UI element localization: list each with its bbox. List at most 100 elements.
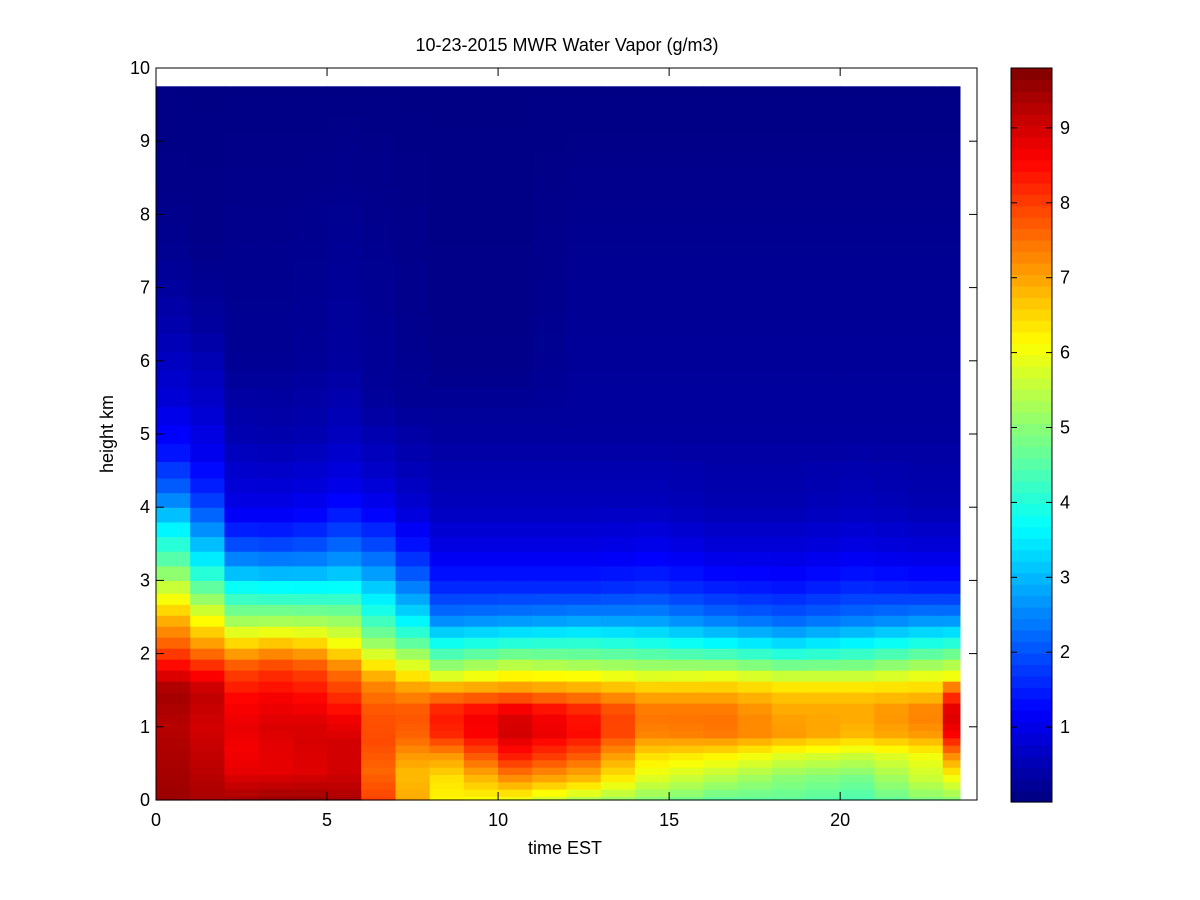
heatmap-cell <box>737 150 773 170</box>
colorbar-tick-label: 4 <box>1060 492 1070 512</box>
heatmap-cell <box>190 477 226 494</box>
heatmap-cell <box>361 604 397 616</box>
heatmap-cell <box>566 713 602 724</box>
heatmap-cell <box>703 789 739 797</box>
heatmap-cell <box>600 759 636 768</box>
heatmap-cell <box>532 351 568 371</box>
heatmap-cell <box>292 637 328 649</box>
heatmap-cell <box>361 369 397 389</box>
heatmap-cell <box>805 659 841 671</box>
heatmap-cell <box>327 759 362 768</box>
colorbar-segment <box>1011 331 1052 344</box>
heatmap-cell <box>703 443 739 463</box>
heatmap-cell <box>634 593 670 605</box>
heatmap-cell <box>840 333 875 353</box>
heatmap-cell <box>361 388 397 408</box>
heatmap-cell <box>224 659 260 671</box>
heatmap-cell <box>737 132 773 151</box>
heatmap-cell <box>463 781 499 790</box>
heatmap-cell <box>156 86 191 97</box>
heatmap-cell <box>429 580 465 594</box>
heatmap-cell <box>566 388 602 408</box>
heatmap-cell <box>156 604 191 616</box>
heatmap-cell <box>498 681 533 693</box>
heatmap-cell <box>190 565 226 581</box>
heatmap-cell <box>190 730 226 739</box>
heatmap-cell <box>395 781 431 790</box>
colorbar-segment <box>1011 538 1052 551</box>
colorbar-segment <box>1011 182 1052 195</box>
heatmap-cell <box>224 615 260 627</box>
heatmap-cell <box>327 296 362 316</box>
heatmap-cell <box>600 580 636 594</box>
heatmap-cell <box>156 730 191 739</box>
heatmap-cell <box>942 670 961 682</box>
heatmap-cell <box>566 351 602 371</box>
heatmap-cell <box>258 443 294 463</box>
heatmap-cell <box>840 461 875 479</box>
heatmap-cell <box>361 205 397 225</box>
heatmap-cell <box>771 443 807 463</box>
heatmap-cell <box>429 615 465 627</box>
heatmap-cell <box>771 315 807 334</box>
heatmap-cell <box>600 186 636 206</box>
heatmap-cell <box>429 781 465 790</box>
heatmap-cell <box>429 681 465 693</box>
heatmap-cell <box>805 406 841 426</box>
heatmap-cell <box>840 536 875 552</box>
heatmap-cell <box>942 223 961 243</box>
heatmap-cell <box>429 593 465 605</box>
heatmap-cell <box>737 351 773 371</box>
heatmap-cell <box>156 759 191 768</box>
colorbar-segment <box>1011 102 1052 115</box>
heatmap-cell <box>703 796 739 801</box>
heatmap-cell <box>600 492 636 508</box>
heatmap-cell <box>361 670 397 682</box>
heatmap-cell <box>327 670 362 682</box>
heatmap-cell <box>292 713 328 724</box>
heatmap-cell <box>942 626 961 638</box>
heatmap-cell <box>156 692 191 704</box>
heatmap-cell <box>737 186 773 206</box>
heatmap-cell <box>669 315 704 334</box>
heatmap-cell <box>669 752 704 761</box>
heatmap-cell <box>532 759 568 768</box>
heatmap-cell <box>908 796 944 801</box>
heatmap-cell <box>737 745 773 754</box>
heatmap-cell <box>908 752 944 761</box>
heatmap-cell <box>361 713 397 724</box>
heatmap-cell <box>600 278 636 298</box>
x-tick-label: 20 <box>830 810 850 830</box>
heatmap-cell <box>463 759 499 768</box>
heatmap-cell <box>190 767 226 775</box>
heatmap-cell <box>566 767 602 775</box>
heatmap-cell <box>771 113 807 133</box>
colorbar-segment <box>1011 125 1052 138</box>
heatmap-cell <box>703 95 739 115</box>
heatmap-cell <box>737 461 773 479</box>
heatmap-cell <box>463 752 499 761</box>
heatmap-cell <box>395 659 431 671</box>
heatmap-cell <box>908 95 944 115</box>
heatmap-cell <box>600 388 636 408</box>
heatmap-cell <box>908 150 944 170</box>
heatmap-cell <box>805 477 841 494</box>
heatmap-cell <box>429 369 465 389</box>
heatmap-cell <box>429 551 465 567</box>
colorbar-segment <box>1011 549 1052 562</box>
heatmap-cell <box>292 767 328 775</box>
heatmap-cell <box>224 186 260 206</box>
heatmap-cell <box>429 774 465 783</box>
heatmap-cell <box>669 296 704 316</box>
heatmap-cell <box>703 223 739 243</box>
heatmap-cell <box>942 565 961 581</box>
heatmap-cell <box>156 278 191 298</box>
heatmap-cell <box>805 703 841 715</box>
heatmap-cell <box>156 637 191 649</box>
heatmap-cell <box>600 752 636 761</box>
heatmap-cell <box>703 774 739 783</box>
heatmap-cell <box>942 521 961 538</box>
heatmap-cell <box>908 186 944 206</box>
heatmap-cell <box>908 477 944 494</box>
heatmap-cell <box>532 95 568 115</box>
